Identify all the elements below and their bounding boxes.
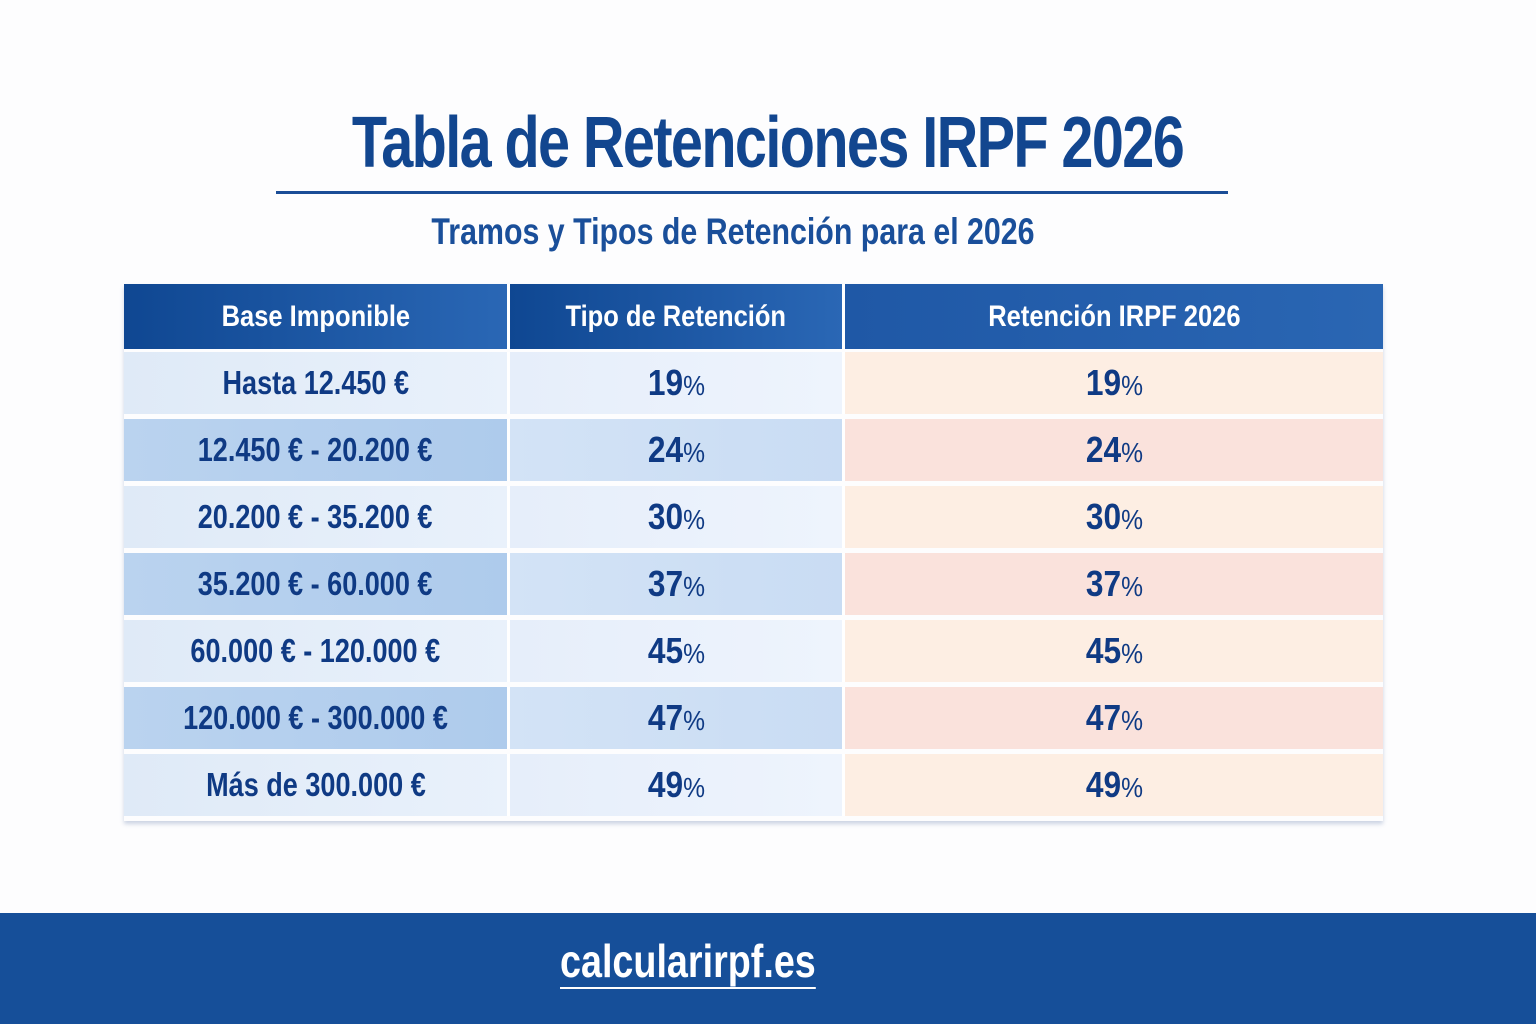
- tipo-cell: 37%: [510, 553, 845, 615]
- base-cell: 20.200 € - 35.200 €: [124, 486, 510, 548]
- base-value: 12.450 € - 20.200 €: [198, 431, 433, 468]
- base-value: Hasta 12.450 €: [222, 364, 409, 401]
- column-header-retencion: Retención IRPF 2026: [845, 284, 1383, 349]
- retencion-value: 24%: [1085, 429, 1143, 470]
- footer-bar: [0, 913, 1536, 1024]
- retencion-value: 19%: [1085, 362, 1143, 403]
- tipo-value: 49%: [647, 764, 705, 805]
- tipo-cell: 24%: [510, 419, 845, 481]
- table-header-row: Base Imponible Tipo de Retención Retenci…: [124, 284, 1383, 349]
- base-cell: Hasta 12.450 €: [124, 352, 510, 414]
- base-cell: 12.450 € - 20.200 €: [124, 419, 510, 481]
- base-value: 20.200 € - 35.200 €: [198, 498, 433, 535]
- tipo-cell: 30%: [510, 486, 845, 548]
- retencion-value: 30%: [1085, 496, 1143, 537]
- column-header-label: Tipo de Retención: [565, 299, 787, 333]
- tipo-cell: 47%: [510, 687, 845, 749]
- retencion-cell: 37%: [845, 553, 1383, 615]
- tipo-value: 45%: [647, 630, 705, 671]
- table-row: 60.000 € - 120.000 € 45% 45%: [124, 620, 1383, 684]
- table-row: 120.000 € - 300.000 € 47% 47%: [124, 687, 1383, 751]
- retencion-value: 49%: [1085, 764, 1143, 805]
- website-link[interactable]: calcularirpf.es: [560, 935, 816, 987]
- retencion-cell: 30%: [845, 486, 1383, 548]
- tipo-cell: 19%: [510, 352, 845, 414]
- page-title: Tabla de Retenciones IRPF 2026: [352, 103, 1185, 183]
- retencion-cell: 47%: [845, 687, 1383, 749]
- tipo-cell: 49%: [510, 754, 845, 816]
- retencion-value: 47%: [1085, 697, 1143, 738]
- table-row: 12.450 € - 20.200 € 24% 24%: [124, 419, 1383, 483]
- base-cell: Más de 300.000 €: [124, 754, 510, 816]
- base-value: 35.200 € - 60.000 €: [198, 565, 433, 602]
- retencion-cell: 49%: [845, 754, 1383, 816]
- column-header-label: Base Imponible: [221, 299, 410, 333]
- column-header-label: Retención IRPF 2026: [987, 299, 1241, 333]
- page-subtitle: Tramos y Tipos de Retención para el 2026: [431, 211, 1035, 252]
- tipo-value: 37%: [647, 563, 705, 604]
- base-value: 60.000 € - 120.000 €: [190, 632, 441, 669]
- table-row: 35.200 € - 60.000 € 37% 37%: [124, 553, 1383, 617]
- table-row: Más de 300.000 € 49% 49%: [124, 754, 1383, 818]
- base-cell: 60.000 € - 120.000 €: [124, 620, 510, 682]
- base-value: 120.000 € - 300.000 €: [183, 699, 448, 736]
- tipo-value: 19%: [647, 362, 705, 403]
- tipo-value: 47%: [647, 697, 705, 738]
- base-cell: 120.000 € - 300.000 €: [124, 687, 510, 749]
- title-container: Tabla de Retenciones IRPF 2026: [0, 98, 1536, 188]
- retention-table: Base Imponible Tipo de Retención Retenci…: [124, 284, 1383, 821]
- base-cell: 35.200 € - 60.000 €: [124, 553, 510, 615]
- tipo-value: 24%: [647, 429, 705, 470]
- tipo-value: 30%: [647, 496, 705, 537]
- tipo-cell: 45%: [510, 620, 845, 682]
- column-header-base: Base Imponible: [124, 284, 510, 349]
- column-header-tipo: Tipo de Retención: [510, 284, 845, 349]
- retencion-value: 37%: [1085, 563, 1143, 604]
- title-divider: [276, 191, 1228, 194]
- base-value: Más de 300.000 €: [205, 766, 426, 803]
- table-row: Hasta 12.450 € 19% 19%: [124, 352, 1383, 416]
- retencion-cell: 24%: [845, 419, 1383, 481]
- retencion-cell: 45%: [845, 620, 1383, 682]
- table-row: 20.200 € - 35.200 € 30% 30%: [124, 486, 1383, 550]
- retencion-cell: 19%: [845, 352, 1383, 414]
- retencion-value: 45%: [1085, 630, 1143, 671]
